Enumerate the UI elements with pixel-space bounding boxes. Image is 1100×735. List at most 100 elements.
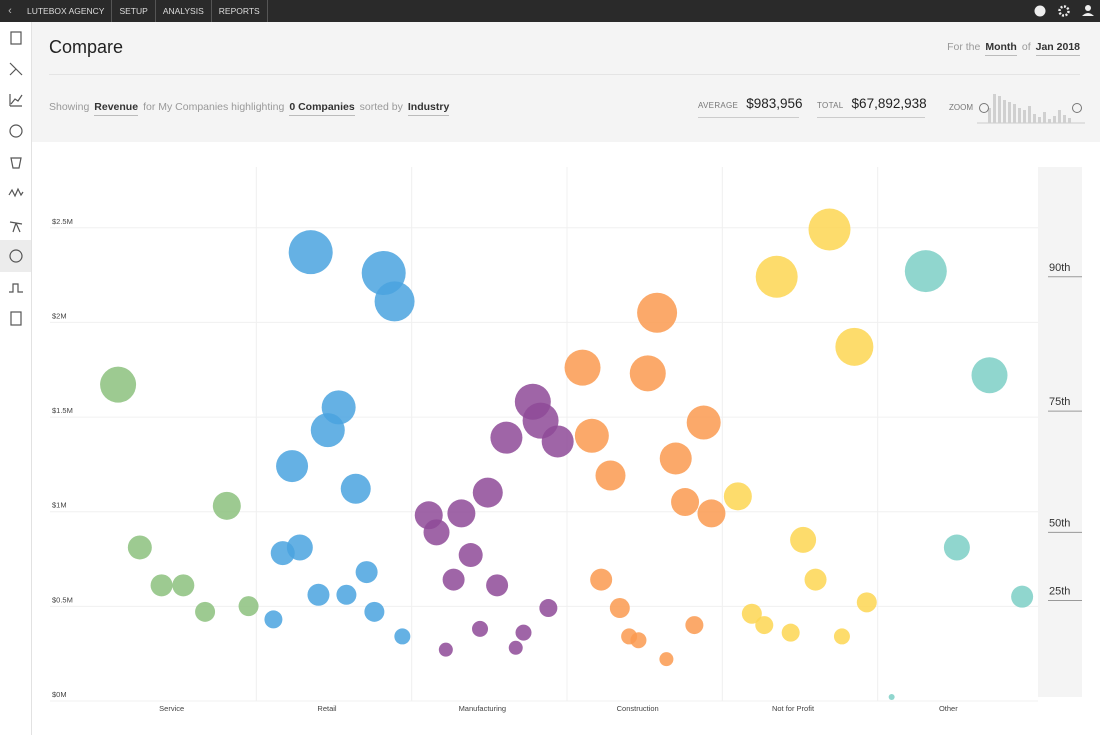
y-tick-label: $2.5M	[52, 217, 73, 226]
bubble	[374, 281, 415, 322]
nav-item[interactable]: REPORTS	[212, 0, 268, 22]
bubble	[804, 568, 827, 591]
highlight-dropdown[interactable]: 0 Companies	[289, 101, 355, 116]
bubble	[508, 640, 523, 655]
nav-item[interactable]: LUTEBOX AGENCY	[20, 0, 113, 22]
percentile-label: 25th	[1049, 585, 1070, 597]
bubble-chart: $0M $0.5M $1M $1.5M $2M $2.5M Service Retail Man…	[50, 167, 1082, 713]
bubble	[781, 623, 800, 642]
x-tick-label: Retail	[317, 704, 337, 713]
zoom-label: ZOOM	[949, 103, 973, 112]
bubble	[574, 418, 609, 453]
bubble	[472, 477, 503, 508]
bubble	[438, 642, 453, 657]
nav-icon[interactable]	[9, 124, 23, 138]
nav-icon[interactable]	[10, 311, 22, 326]
y-tick-label: $2M	[52, 311, 67, 320]
zoom-handle[interactable]	[979, 103, 989, 113]
bubble	[659, 652, 674, 667]
nav-icon[interactable]	[10, 157, 22, 169]
metric-dropdown[interactable]: Revenue	[94, 101, 139, 116]
nav-icon[interactable]	[10, 31, 22, 45]
nav-icon[interactable]	[8, 187, 24, 198]
bubble	[833, 628, 850, 645]
bubble	[447, 499, 476, 528]
settings-icon[interactable]	[1058, 5, 1070, 17]
text: For the	[947, 41, 981, 53]
bubble	[336, 584, 357, 605]
nav-item[interactable]: SETUP	[112, 0, 156, 22]
bubble	[686, 405, 721, 440]
bubble	[564, 349, 601, 386]
stat-value: $67,892,938	[851, 96, 927, 111]
stat-label: AVERAGE	[698, 101, 739, 110]
bubble	[515, 624, 532, 641]
sidebar	[0, 22, 32, 735]
bubble	[490, 421, 523, 454]
bubble	[685, 616, 704, 635]
text: Showing	[49, 101, 90, 113]
bubble	[238, 596, 259, 617]
bubble	[364, 601, 385, 622]
bubble	[458, 543, 483, 568]
bubble	[590, 568, 613, 591]
zoom-handle[interactable]	[1072, 103, 1082, 113]
user-icon[interactable]	[1085, 5, 1091, 11]
bubble	[539, 599, 558, 618]
user-icon-body	[1082, 13, 1094, 16]
bubble	[212, 491, 241, 520]
bubble	[172, 574, 195, 597]
y-tick-label: $1.5M	[52, 406, 73, 415]
bubble	[856, 592, 877, 613]
y-tick-label: $1M	[52, 501, 67, 510]
period-dropdown[interactable]: Month	[985, 41, 1017, 56]
bubble	[270, 541, 295, 566]
nav-icon[interactable]	[9, 221, 23, 233]
bubble	[355, 561, 378, 584]
bubble	[595, 460, 626, 491]
percentile-label: 50th	[1049, 517, 1070, 529]
bubble	[1011, 585, 1034, 608]
back-button[interactable]: ‹	[8, 5, 12, 17]
bubble	[394, 628, 411, 645]
text: sorted by	[359, 101, 403, 113]
bubble	[904, 250, 947, 293]
y-tick-label: $0M	[52, 690, 67, 699]
bubble	[835, 327, 874, 366]
nav-item[interactable]: ANALYSIS	[156, 0, 212, 22]
nav-icon[interactable]	[9, 62, 23, 76]
bubble	[288, 230, 333, 275]
nav-icon[interactable]	[9, 283, 23, 293]
bubble	[888, 694, 895, 700]
page-title: Compare	[49, 37, 124, 57]
top-bar: ‹ LUTEBOX AGENCY SETUP ANALYSIS REPORTS	[0, 0, 1100, 22]
active-row	[0, 240, 31, 272]
bubble	[659, 442, 692, 475]
sort-dropdown[interactable]: Industry	[407, 101, 450, 116]
average-stat: AVERAGE $983,956	[698, 96, 803, 118]
bubble	[629, 355, 666, 392]
percentile-label: 90th	[1049, 262, 1070, 274]
nav-icon[interactable]	[9, 249, 23, 263]
nav-icon[interactable]	[9, 94, 23, 107]
bubble	[943, 534, 970, 561]
total-stat: TOTAL $67,892,938	[817, 96, 927, 118]
bubble	[340, 473, 371, 504]
text: of	[1021, 41, 1031, 53]
bubble	[671, 488, 700, 517]
date-dropdown[interactable]: Jan 2018	[1035, 41, 1080, 56]
bubble	[276, 450, 309, 483]
bubble	[150, 574, 173, 597]
help-icon[interactable]	[1034, 5, 1046, 17]
bubble	[472, 620, 489, 637]
bubble	[808, 208, 851, 251]
header: Compare For the Month of Jan 2018 Showin…	[32, 22, 1100, 142]
x-tick-label: Not for Profit	[772, 704, 815, 713]
filters: Showing Revenue for My Companies highlig…	[49, 101, 450, 116]
y-tick-label: $0.5M	[52, 595, 73, 604]
text: for My Companies highlighting	[143, 101, 285, 113]
period-selector: For the Month of Jan 2018	[947, 41, 1080, 56]
bubble	[637, 292, 678, 333]
percentile-label: 75th	[1049, 396, 1070, 408]
